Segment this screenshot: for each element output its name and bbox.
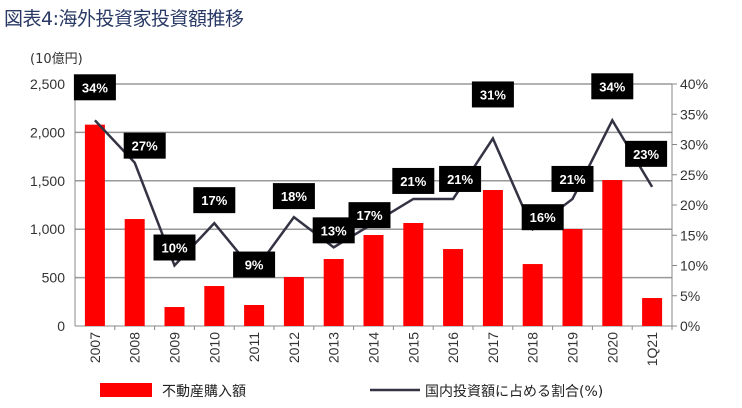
legend-line-label: 国内投資額に占める割合(%) [425, 383, 603, 400]
data-label-box [392, 167, 435, 194]
data-label: 17% [356, 208, 382, 223]
y2-tick-label: 30% [680, 137, 708, 153]
legend-bar-swatch [100, 383, 152, 397]
data-label-box [123, 132, 166, 159]
data-label: 21% [447, 172, 473, 187]
data-label: 10% [161, 241, 187, 256]
bar-2011 [244, 304, 265, 326]
y2-tick-label: 40% [680, 76, 708, 92]
data-label: 21% [559, 172, 585, 187]
data-label-box [439, 165, 482, 192]
y2-tick-label: 5% [680, 288, 700, 304]
x-tick-label: 2014 [366, 332, 382, 363]
x-tick-label: 1Q21 [644, 332, 660, 366]
data-label: 34% [82, 80, 108, 95]
data-label-box [193, 187, 236, 214]
x-tick-label: 2016 [445, 332, 461, 363]
bar-2009 [164, 307, 185, 326]
y-tick-label: 1,500 [30, 173, 65, 189]
data-label-box [521, 204, 564, 231]
bar-2007 [84, 124, 105, 326]
data-label-box [551, 165, 594, 192]
y2-tick-label: 20% [680, 197, 708, 213]
y-tick-label: 2,000 [30, 124, 65, 140]
data-label-box [153, 234, 196, 261]
bar-2018 [522, 264, 543, 326]
data-label-box [625, 140, 668, 167]
data-label: 9% [245, 258, 264, 273]
data-label: 13% [321, 223, 347, 238]
x-tick-label: 2011 [246, 332, 262, 362]
data-label: 31% [480, 87, 506, 102]
x-tick-label: 2009 [167, 332, 183, 363]
data-label: 34% [599, 79, 625, 94]
y-tick-label: 1,000 [30, 221, 65, 237]
x-tick-label: 2020 [604, 332, 620, 363]
y-tick-label: 500 [42, 270, 66, 286]
x-tick-label: 2015 [405, 332, 421, 363]
data-label-box [312, 217, 355, 244]
x-tick-label: 2013 [326, 332, 342, 363]
data-label: 21% [400, 174, 426, 189]
y2-tick-label: 0% [680, 318, 700, 334]
bar-2013 [323, 259, 344, 326]
y2-tick-label: 25% [680, 167, 708, 183]
data-label-box [272, 183, 315, 210]
data-label: 23% [633, 147, 659, 162]
x-tick-label: 2010 [206, 332, 222, 363]
data-label: 18% [281, 189, 307, 204]
x-tick-label: 2008 [127, 332, 143, 363]
x-tick-label: 2017 [485, 332, 501, 363]
data-label-box [73, 74, 116, 101]
x-tick-label: 2012 [286, 332, 302, 363]
bar-2017 [482, 189, 503, 326]
data-label-box [471, 81, 514, 108]
y-tick-label: 0 [57, 318, 65, 334]
bar-2012 [283, 277, 304, 326]
data-label-box [233, 251, 276, 278]
y-axis-unit-label: (10億円) [30, 52, 83, 67]
bar-2016 [443, 249, 464, 326]
x-tick-label: 2019 [565, 332, 581, 363]
bar-1Q21 [642, 298, 663, 326]
bar-2008 [124, 219, 145, 326]
bar-2020 [602, 180, 623, 326]
y2-tick-label: 10% [680, 258, 708, 274]
chart-title: 図表4:海外投資家投資額推移 [4, 8, 244, 30]
data-label-box [591, 73, 634, 100]
data-label-box [348, 202, 391, 229]
bar-2014 [363, 235, 384, 326]
bar-2019 [562, 229, 583, 326]
y2-tick-label: 35% [680, 106, 708, 122]
legend-bar-label: 不動産購入額 [162, 384, 246, 400]
x-tick-label: 2007 [87, 332, 103, 363]
bar-2010 [204, 286, 225, 326]
x-tick-label: 2018 [525, 332, 541, 363]
data-label: 27% [132, 139, 158, 154]
y-tick-label: 2,500 [30, 76, 65, 92]
bar-2015 [403, 223, 424, 326]
data-label: 16% [530, 210, 556, 225]
data-label: 17% [201, 193, 227, 208]
y2-tick-label: 15% [680, 227, 708, 243]
